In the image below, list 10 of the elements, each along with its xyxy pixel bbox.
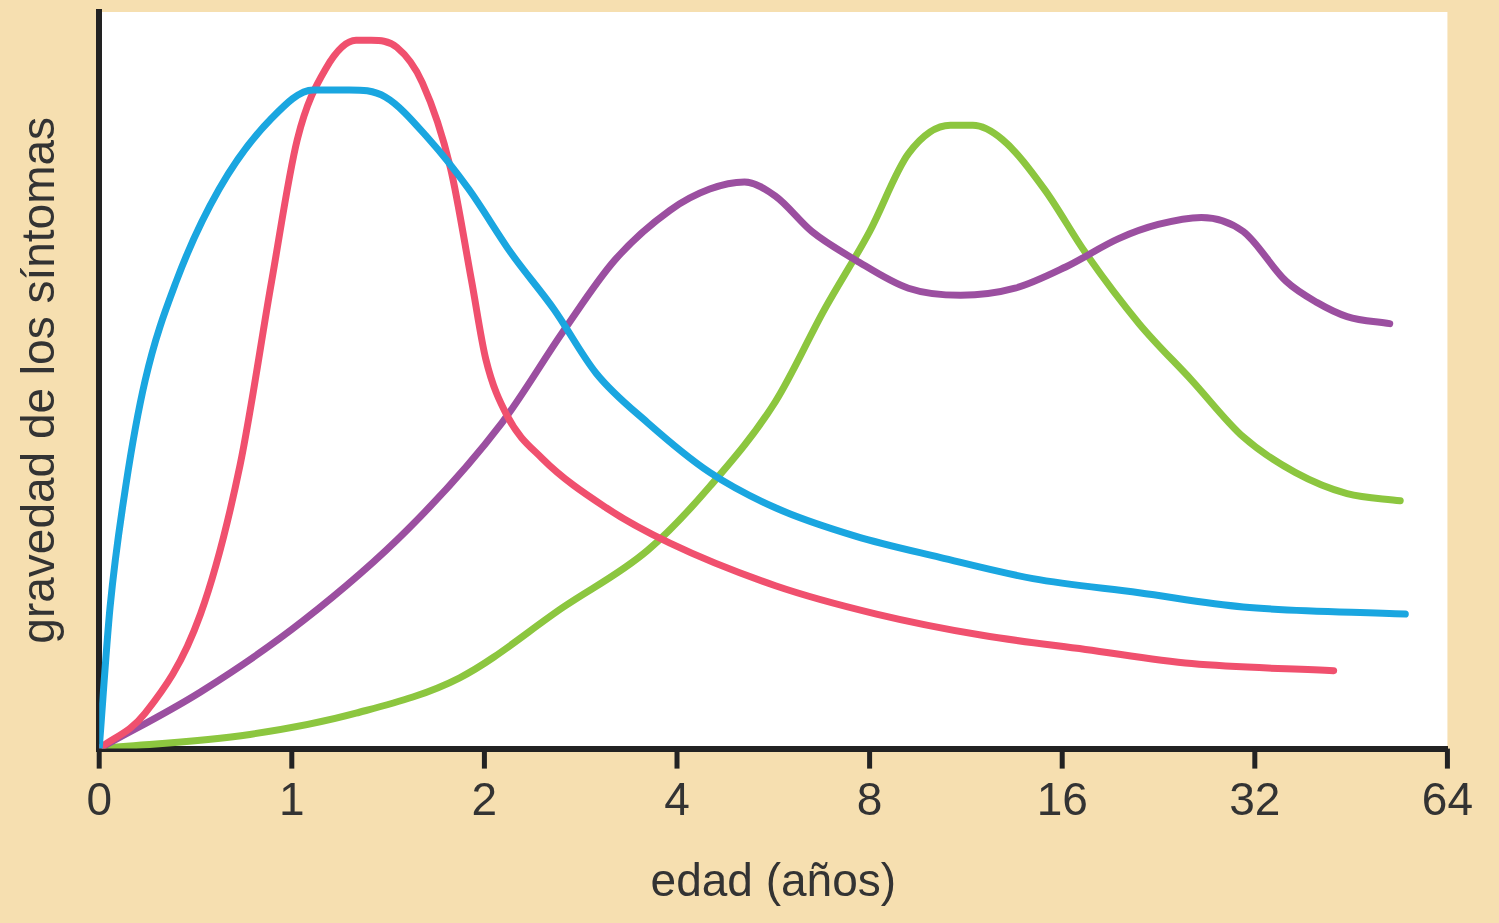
x-tick-label: 0 — [86, 772, 112, 825]
x-tick-label: 4 — [664, 772, 690, 825]
x-tick-label: 8 — [856, 772, 883, 825]
x-tick-label: 1 — [279, 772, 305, 825]
x-tick-label: 64 — [1421, 772, 1473, 825]
x-tick-label: 16 — [1036, 772, 1088, 825]
x-tick-label: 32 — [1229, 772, 1281, 825]
x-axis-title: edad (años) — [650, 854, 897, 907]
x-tick-label: 2 — [471, 772, 498, 825]
y-axis-title: gravedad de los síntomas — [12, 116, 65, 644]
